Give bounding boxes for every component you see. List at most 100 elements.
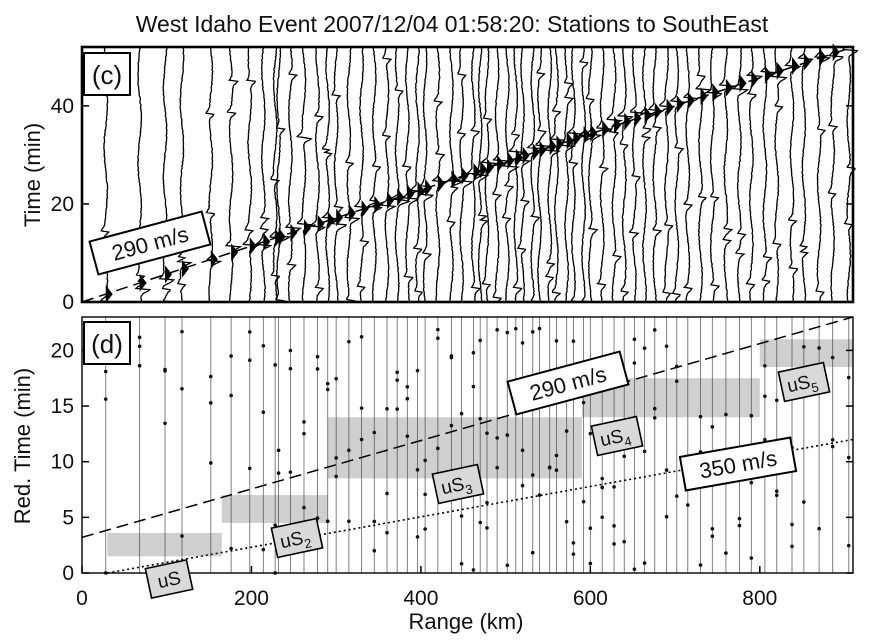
- panel-d-arrival: [103, 369, 108, 374]
- panel-c-trace: [548, 46, 566, 303]
- panel-d-arrival: [749, 556, 754, 560]
- panel-c-trace: [797, 46, 814, 303]
- panel-d-x-axis-label: Range (km): [409, 609, 524, 634]
- panel-d-arrival: [674, 379, 679, 384]
- panel-d-arrival: [554, 453, 559, 458]
- panel-d-arrival: [449, 354, 454, 358]
- panel-c-y-ticks: 0 20 40: [51, 95, 853, 314]
- panel-d-y-tick-label: 5: [62, 506, 74, 529]
- panel-c-trace: [410, 46, 427, 303]
- phase-label-us4-text: uS4: [598, 424, 633, 454]
- panel-d-arrival: [520, 448, 525, 453]
- panel-d-arrival: [774, 493, 779, 498]
- panel-c-pulse: [573, 129, 581, 148]
- panel-d-arrival: [564, 519, 569, 524]
- phase-label-us-main: uS: [156, 568, 183, 593]
- panel-d-arrival: [642, 561, 647, 565]
- panel-c-pulse: [105, 285, 113, 304]
- panel-d-arrival: [505, 563, 510, 568]
- panel-d-arrival: [449, 423, 454, 428]
- panel-c-pulse: [791, 56, 799, 75]
- phase-label-us2-text: uS2: [278, 526, 313, 556]
- panel-d-arrival: [564, 429, 569, 433]
- panel-c-pulse: [231, 243, 239, 262]
- panel-c-trace: [784, 46, 802, 303]
- panel-d-y-tick-label: 10: [51, 451, 74, 474]
- panel-d-arrival: [395, 378, 399, 383]
- panel-d-arrival: [302, 505, 306, 510]
- panel-c-trace: [827, 46, 844, 302]
- panel-d-frame: [81, 316, 854, 574]
- panel-d-arrival: [459, 561, 464, 566]
- panel-c-trace: [401, 46, 420, 303]
- panel-d-arrival: [315, 367, 320, 371]
- panel-d-arrival: [261, 410, 266, 414]
- panel-c-trace: [269, 46, 286, 303]
- panel-d-arrival: [817, 346, 821, 350]
- panel-d-arrival: [790, 522, 794, 527]
- panel-d-arrival: [571, 552, 576, 556]
- panel-c-trace: [841, 46, 859, 303]
- panel-d-x-tick-label: 800: [742, 587, 777, 610]
- panel-d-arrival: [273, 523, 277, 527]
- phase-label-us: uS: [144, 559, 194, 599]
- panel-d-x-tick-label: 200: [234, 587, 269, 610]
- panel-d-arrival: [774, 489, 779, 493]
- panel-d-arrival: [763, 363, 767, 368]
- panel-c-y-tick-label: 20: [51, 193, 74, 216]
- panel-d-arrival: [622, 539, 627, 544]
- panel-d-arrival: [478, 338, 483, 343]
- panel-c-pulse: [451, 170, 459, 189]
- panel-d-arrival: [103, 397, 108, 401]
- panel-c-pulse: [263, 232, 271, 251]
- panel-d-arrival: [180, 386, 184, 391]
- panel-d-arrival: [485, 431, 489, 435]
- panel-d-arrival: [423, 458, 427, 463]
- panel-d-arrival: [372, 548, 377, 553]
- panel-c-y-tick-label: 0: [62, 291, 74, 314]
- panel-d-arrival: [334, 456, 338, 460]
- panel-d-arrival: [415, 535, 420, 539]
- panel-c-trace: [566, 46, 584, 303]
- panel-d-arrival: [276, 448, 281, 453]
- panel-d-arrival: [261, 547, 266, 552]
- panel-d-arrival: [471, 350, 476, 355]
- panel-d-arrival: [632, 361, 637, 365]
- panel-d-arrival: [537, 493, 542, 497]
- phase-label-us5-box: [777, 361, 831, 403]
- panel-c-lines: [81, 46, 854, 303]
- panel-c-trace: [577, 46, 596, 303]
- panel-d-arrival: [359, 437, 364, 442]
- panel-d-arrival: [664, 468, 669, 472]
- panel-d-arrival: [334, 474, 338, 479]
- panel-d-arrival: [632, 567, 637, 571]
- panel-d-arrival: [554, 468, 559, 473]
- panel-d-arrival: [664, 344, 669, 349]
- panel-c-trace: [501, 46, 521, 302]
- panel-c-pulse: [165, 265, 173, 284]
- panel-d-arrival: [622, 454, 627, 459]
- panel-c-pulse: [486, 158, 494, 177]
- panel-c-trace: [616, 46, 634, 303]
- panel-c-trace: [491, 46, 510, 303]
- panel-d-arrival: [830, 438, 835, 442]
- panel-c-pulse: [739, 74, 747, 93]
- panel-d-arrival: [247, 466, 252, 471]
- panel-d-arrival: [180, 534, 184, 538]
- panel-d-x-tick-label: 600: [573, 587, 608, 610]
- panel-d-arrival: [642, 449, 647, 454]
- panel-d-arrival: [423, 527, 427, 531]
- panel-d-arrival: [137, 344, 142, 349]
- panel-d-arrival: [571, 339, 576, 344]
- panel-c-tag-box: [83, 52, 131, 96]
- panel-c-trace: [544, 46, 561, 303]
- panel-c-pulse: [590, 123, 598, 142]
- panel-c-trace: [557, 46, 577, 303]
- panel-c-trace: [310, 47, 327, 303]
- panel-d-arrival: [347, 519, 351, 524]
- panel-d-arrival: [710, 527, 715, 531]
- panel-c-pulse: [249, 237, 257, 256]
- panel-d-arrival: [554, 339, 559, 343]
- panel-d-arrival: [505, 433, 510, 437]
- panel-c-trace: [628, 46, 647, 303]
